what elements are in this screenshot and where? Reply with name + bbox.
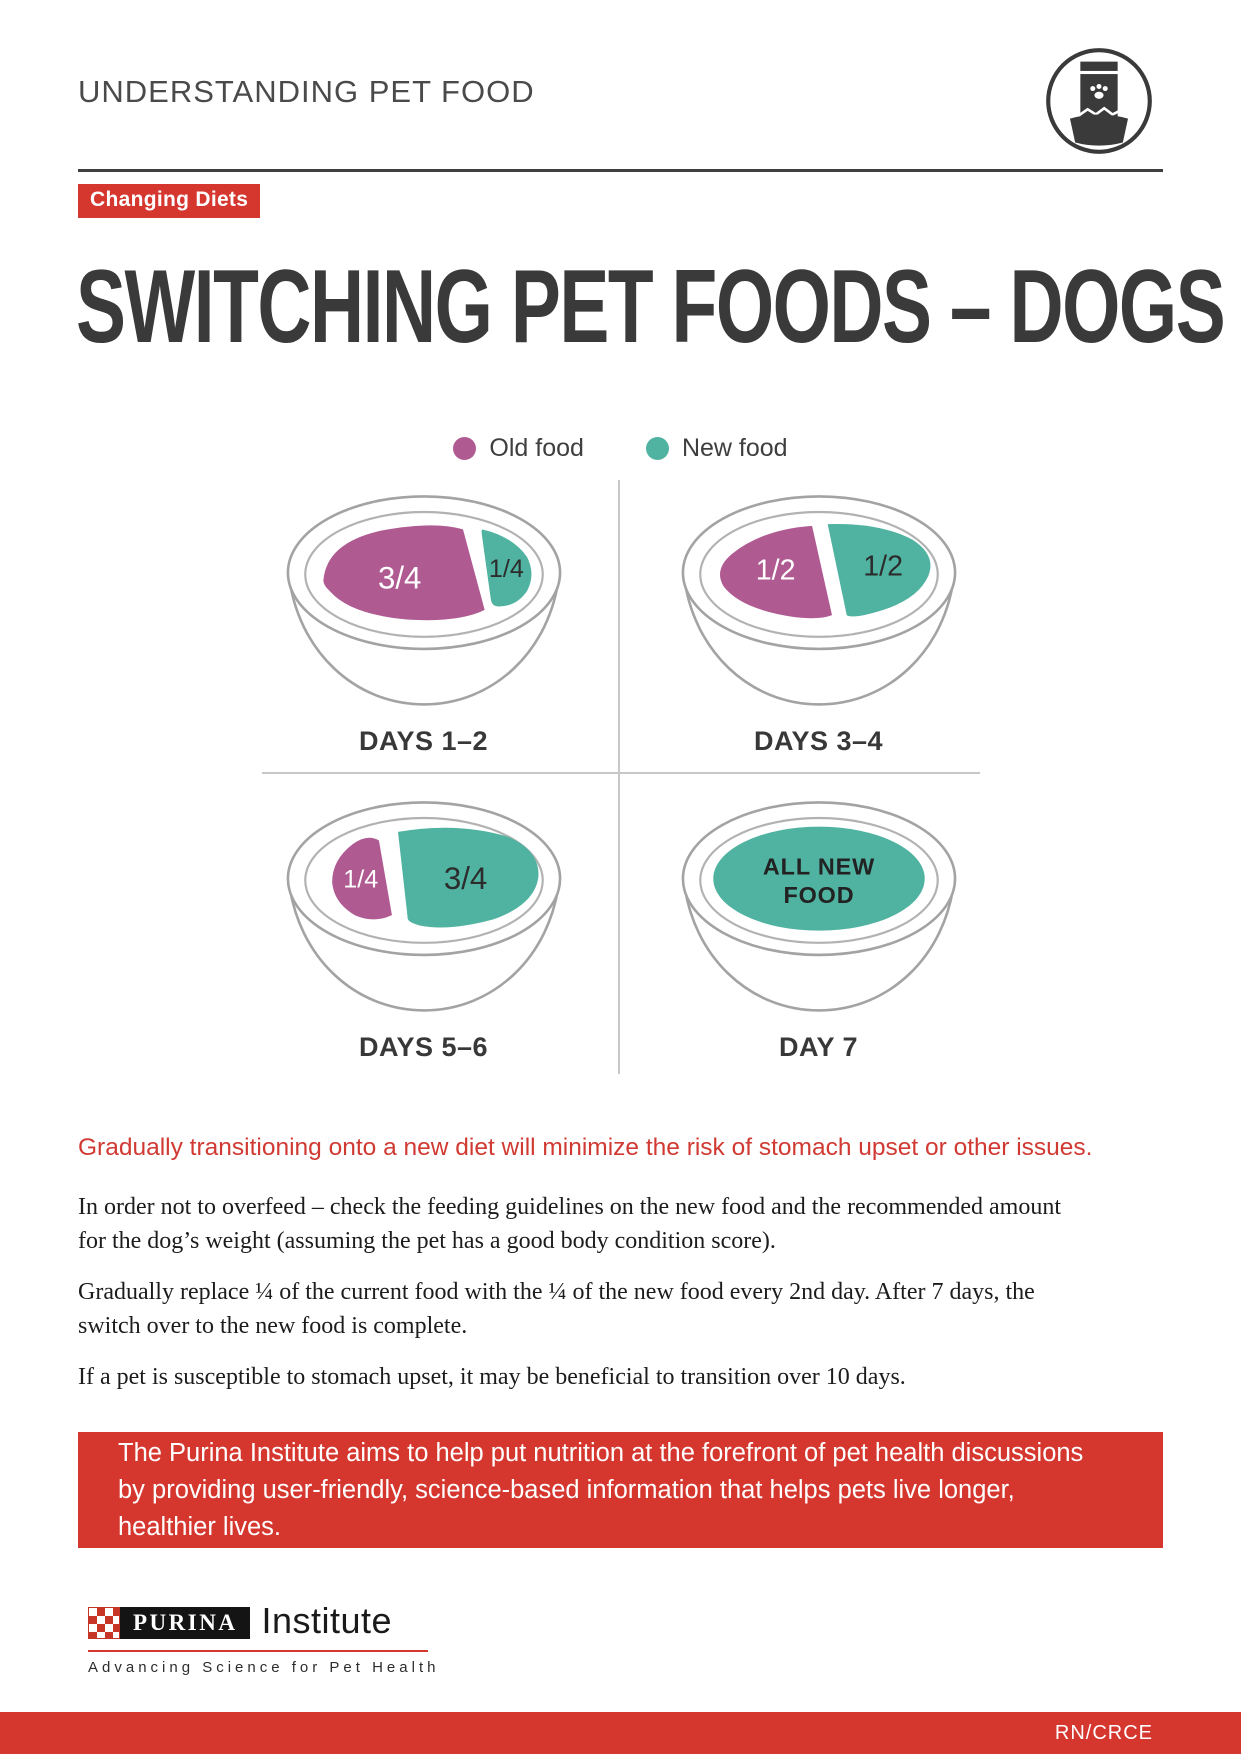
- page-header-title: UNDERSTANDING PET FOOD: [78, 74, 535, 109]
- transition-diagram: 3/4 1/4 DAYS 1–2 1/2 1/2 DAYS 3–4: [226, 468, 1016, 1080]
- bowl-days-5-6-illustration: 1/4 3/4: [286, 801, 561, 1012]
- vertical-divider: [618, 480, 620, 1074]
- bowl-day-7-illustration: ALL NEW FOOD: [681, 801, 956, 1012]
- legend-old-label: Old food: [489, 434, 584, 462]
- old-food-dot-icon: [453, 437, 477, 460]
- purina-institute-banner: The Purina Institute aims to help put nu…: [78, 1432, 1163, 1548]
- legend-item-new-food: New food: [645, 434, 788, 463]
- bowl-days-3-4-illustration: 1/2 1/2: [681, 495, 956, 706]
- purina-wordmark: PURINA: [120, 1607, 251, 1639]
- bowl-label-day-7: DAY 7: [778, 1032, 859, 1062]
- new-fraction-label: 3/4: [443, 861, 486, 896]
- footer-code: RN/CRCE: [1054, 1721, 1153, 1744]
- horizontal-divider: [262, 772, 980, 774]
- bowl-panel-days-1-2: 3/4 1/4 DAYS 1–2: [226, 468, 621, 774]
- new-food-dot-icon: [645, 437, 669, 460]
- all-new-food-label-line1: ALL NEW: [762, 853, 874, 879]
- header-divider: [78, 169, 1163, 172]
- purina-checkerboard-icon: [88, 1607, 120, 1639]
- bowl-panel-days-5-6: 1/4 3/4 DAYS 5–6: [226, 774, 621, 1080]
- paragraph-replace: Gradually replace ¼ of the current food …: [78, 1279, 1035, 1339]
- section-tag: Changing Diets: [78, 184, 261, 218]
- bowl-label-days-3-4: DAYS 3–4: [753, 726, 884, 756]
- purina-institute-logo: PURINA Institute Advancing Science for P…: [88, 1600, 440, 1676]
- pet-food-bag-bowl-icon: [1042, 44, 1156, 158]
- new-fraction-label: 1/2: [863, 550, 903, 582]
- banner-text: The Purina Institute aims to help put nu…: [118, 1438, 1084, 1541]
- bowl-days-1-2-illustration: 3/4 1/4: [286, 495, 561, 706]
- logo-tagline: Advancing Science for Pet Health: [88, 1659, 440, 1676]
- legend-new-label: New food: [681, 434, 788, 462]
- logo-divider: [88, 1650, 428, 1652]
- paragraph-susceptible: If a pet is susceptible to stomach upset…: [78, 1364, 906, 1390]
- footer-bar: RN/CRCE: [0, 1712, 1241, 1754]
- bowl-label-days-1-2: DAYS 1–2: [358, 726, 489, 756]
- old-fraction-label: 3/4: [378, 560, 421, 595]
- institute-wordmark: Institute: [261, 1600, 393, 1641]
- bowl-label-days-5-6: DAYS 5–6: [358, 1032, 489, 1062]
- body-copy: In order not to overfeed – check the fee…: [78, 1190, 1088, 1411]
- bowl-panel-day-7: ALL NEW FOOD DAY 7: [621, 774, 1016, 1080]
- legend-item-old-food: Old food: [453, 434, 584, 463]
- old-fraction-label: 1/4: [343, 865, 378, 893]
- paragraph-overfeed: In order not to overfeed – check the fee…: [78, 1194, 1061, 1254]
- all-new-food-label-line2: FOOD: [783, 882, 854, 908]
- new-fraction-label: 1/4: [488, 555, 523, 583]
- bowl-panel-days-3-4: 1/2 1/2 DAYS 3–4: [621, 468, 1016, 774]
- legend: Old food New food: [0, 434, 1241, 463]
- old-fraction-label: 1/2: [755, 555, 795, 587]
- page-title: SWITCHING PET FOODS – DOGS: [76, 249, 1226, 365]
- highlight-sentence: Gradually transitioning onto a new diet …: [78, 1134, 1093, 1161]
